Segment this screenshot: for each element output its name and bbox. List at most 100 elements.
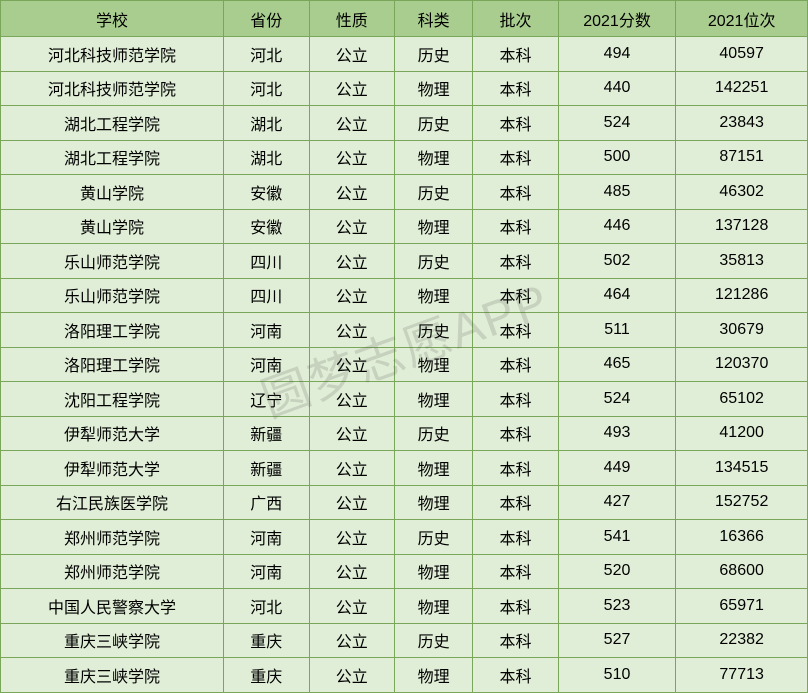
header-cell: 学校	[1, 1, 224, 37]
table-cell: 右江民族医学院	[1, 485, 224, 520]
table-row: 乐山师范学院四川公立历史本科50235813	[1, 244, 808, 279]
table-cell: 本科	[473, 278, 558, 313]
table-cell: 本科	[473, 623, 558, 658]
header-cell: 2021分数	[558, 1, 676, 37]
table-cell: 公立	[309, 658, 394, 693]
table-cell: 本科	[473, 347, 558, 382]
table-cell: 历史	[394, 106, 472, 141]
table-cell: 本科	[473, 313, 558, 348]
table-row: 洛阳理工学院河南公立历史本科51130679	[1, 313, 808, 348]
table-cell: 历史	[394, 520, 472, 555]
table-cell: 152752	[676, 485, 808, 520]
table-cell: 黄山学院	[1, 209, 224, 244]
table-cell: 35813	[676, 244, 808, 279]
table-cell: 公立	[309, 175, 394, 210]
table-cell: 本科	[473, 37, 558, 72]
table-cell: 郑州师范学院	[1, 520, 224, 555]
table-cell: 121286	[676, 278, 808, 313]
table-cell: 物理	[394, 347, 472, 382]
data-table: 学校省份性质科类批次2021分数2021位次 河北科技师范学院河北公立历史本科4…	[0, 0, 808, 693]
table-cell: 77713	[676, 658, 808, 693]
table-cell: 本科	[473, 382, 558, 417]
table-cell: 新疆	[224, 416, 309, 451]
table-cell: 公立	[309, 485, 394, 520]
table-cell: 湖北	[224, 140, 309, 175]
header-row: 学校省份性质科类批次2021分数2021位次	[1, 1, 808, 37]
table-cell: 河南	[224, 347, 309, 382]
table-row: 湖北工程学院湖北公立物理本科50087151	[1, 140, 808, 175]
table-cell: 137128	[676, 209, 808, 244]
table-cell: 本科	[473, 589, 558, 624]
table-cell: 本科	[473, 175, 558, 210]
table-cell: 乐山师范学院	[1, 244, 224, 279]
table-row: 河北科技师范学院河北公立物理本科440142251	[1, 71, 808, 106]
table-cell: 物理	[394, 658, 472, 693]
table-cell: 历史	[394, 175, 472, 210]
table-row: 伊犁师范大学新疆公立物理本科449134515	[1, 451, 808, 486]
table-cell: 河北	[224, 37, 309, 72]
table-cell: 物理	[394, 554, 472, 589]
table-cell: 历史	[394, 37, 472, 72]
table-cell: 68600	[676, 554, 808, 589]
table-row: 右江民族医学院广西公立物理本科427152752	[1, 485, 808, 520]
table-cell: 历史	[394, 244, 472, 279]
table-cell: 22382	[676, 623, 808, 658]
table-cell: 本科	[473, 209, 558, 244]
table-cell: 本科	[473, 485, 558, 520]
table-cell: 524	[558, 382, 676, 417]
table-cell: 公立	[309, 106, 394, 141]
table-cell: 30679	[676, 313, 808, 348]
table-cell: 公立	[309, 244, 394, 279]
table-cell: 485	[558, 175, 676, 210]
table-cell: 重庆	[224, 658, 309, 693]
table-cell: 公立	[309, 347, 394, 382]
table-row: 伊犁师范大学新疆公立历史本科49341200	[1, 416, 808, 451]
table-row: 重庆三峡学院重庆公立历史本科52722382	[1, 623, 808, 658]
table-row: 中国人民警察大学河北公立物理本科52365971	[1, 589, 808, 624]
table-cell: 沈阳工程学院	[1, 382, 224, 417]
header-cell: 批次	[473, 1, 558, 37]
table-cell: 120370	[676, 347, 808, 382]
table-row: 黄山学院安徽公立物理本科446137128	[1, 209, 808, 244]
table-cell: 46302	[676, 175, 808, 210]
table-cell: 本科	[473, 244, 558, 279]
table-cell: 440	[558, 71, 676, 106]
table-cell: 湖北工程学院	[1, 140, 224, 175]
table-cell: 黄山学院	[1, 175, 224, 210]
header-cell: 科类	[394, 1, 472, 37]
table-cell: 物理	[394, 451, 472, 486]
table-cell: 河北	[224, 71, 309, 106]
table-cell: 464	[558, 278, 676, 313]
table-cell: 河南	[224, 554, 309, 589]
table-cell: 511	[558, 313, 676, 348]
table-cell: 427	[558, 485, 676, 520]
table-cell: 本科	[473, 416, 558, 451]
header-cell: 省份	[224, 1, 309, 37]
table-row: 洛阳理工学院河南公立物理本科465120370	[1, 347, 808, 382]
table-cell: 新疆	[224, 451, 309, 486]
table-container: 学校省份性质科类批次2021分数2021位次 河北科技师范学院河北公立历史本科4…	[0, 0, 808, 693]
table-cell: 河南	[224, 313, 309, 348]
table-cell: 本科	[473, 140, 558, 175]
table-cell: 广西	[224, 485, 309, 520]
table-row: 湖北工程学院湖北公立历史本科52423843	[1, 106, 808, 141]
table-cell: 523	[558, 589, 676, 624]
table-cell: 辽宁	[224, 382, 309, 417]
table-cell: 公立	[309, 278, 394, 313]
table-cell: 本科	[473, 106, 558, 141]
table-cell: 公立	[309, 37, 394, 72]
table-cell: 物理	[394, 382, 472, 417]
table-cell: 乐山师范学院	[1, 278, 224, 313]
table-cell: 494	[558, 37, 676, 72]
table-cell: 142251	[676, 71, 808, 106]
table-cell: 河北科技师范学院	[1, 37, 224, 72]
table-cell: 河北	[224, 589, 309, 624]
table-cell: 洛阳理工学院	[1, 347, 224, 382]
table-cell: 493	[558, 416, 676, 451]
table-body: 河北科技师范学院河北公立历史本科49440597河北科技师范学院河北公立物理本科…	[1, 37, 808, 693]
table-cell: 520	[558, 554, 676, 589]
table-cell: 湖北	[224, 106, 309, 141]
table-cell: 历史	[394, 313, 472, 348]
table-cell: 河北科技师范学院	[1, 71, 224, 106]
table-cell: 510	[558, 658, 676, 693]
